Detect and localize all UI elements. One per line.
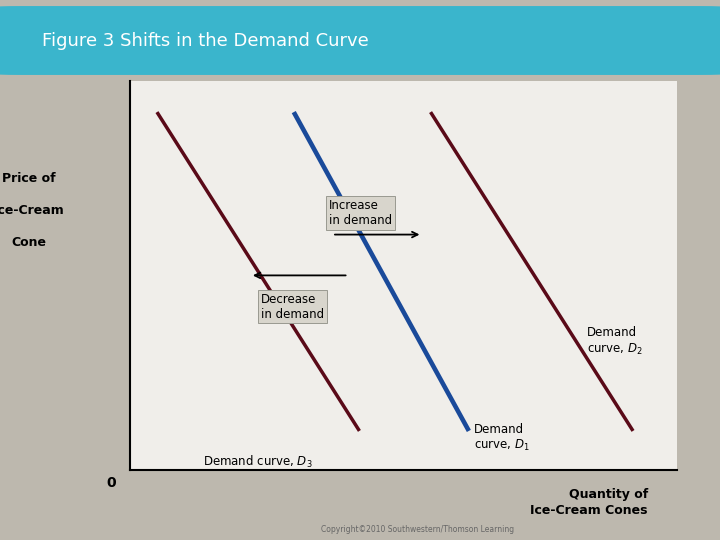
Text: Copyright©2010 Southwestern/Thomson Learning: Copyright©2010 Southwestern/Thomson Lear… (321, 524, 514, 534)
Text: Ice-Cream: Ice-Cream (0, 204, 64, 217)
Text: Demand curve, $D_3$: Demand curve, $D_3$ (204, 454, 313, 470)
Text: Cone: Cone (12, 237, 46, 249)
Text: Figure 3 Shifts in the Demand Curve: Figure 3 Shifts in the Demand Curve (42, 31, 369, 50)
Text: 0: 0 (107, 476, 117, 490)
Text: Ice-Cream Cones: Ice-Cream Cones (531, 504, 648, 517)
Text: Decrease
in demand: Decrease in demand (261, 293, 324, 321)
Text: Demand
curve, $D_1$: Demand curve, $D_1$ (474, 423, 530, 454)
Text: Demand
curve, $D_2$: Demand curve, $D_2$ (587, 326, 642, 356)
Text: Increase
in demand: Increase in demand (329, 199, 392, 227)
Text: Quantity of: Quantity of (569, 488, 648, 501)
FancyBboxPatch shape (0, 6, 720, 75)
Text: Price of: Price of (2, 172, 55, 185)
